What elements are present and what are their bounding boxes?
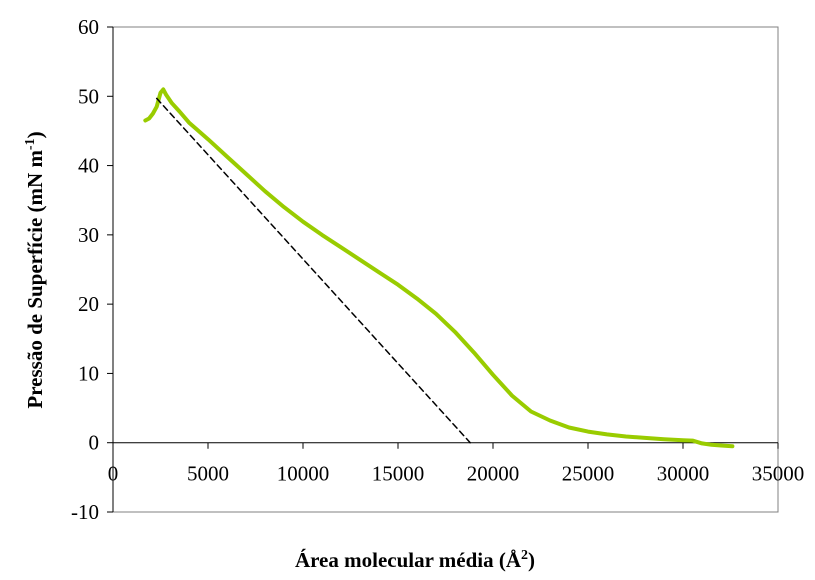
x-tick-label: 25000 <box>562 462 615 486</box>
y-tick-label: 30 <box>78 223 99 247</box>
y-tick-label: 50 <box>78 84 99 108</box>
x-tick-label: 30000 <box>657 462 710 486</box>
y-tick-label: 60 <box>78 15 99 39</box>
y-tick-label: 0 <box>89 431 100 455</box>
x-tick-label: 15000 <box>372 462 425 486</box>
y-tick-label: 40 <box>78 154 99 178</box>
y-tick-label: 10 <box>78 361 99 385</box>
x-tick-label: 10000 <box>277 462 330 486</box>
isotherm-line <box>143 87 735 449</box>
y-tick-label: 20 <box>78 292 99 316</box>
y-axis-title: Pressão de Superfície (mN m-1) <box>23 131 47 408</box>
plot-area <box>112 26 779 513</box>
x-tick-label: 5000 <box>187 462 229 486</box>
x-tick-label: 35000 <box>752 462 805 486</box>
y-tick-label: -10 <box>71 500 99 524</box>
x-axis-title: Área molecular média (Å2) <box>295 548 535 572</box>
extrapolation-line <box>155 97 471 444</box>
x-tick-label: 20000 <box>467 462 520 486</box>
series-layer <box>143 87 735 449</box>
x-axis: 0 5000 10000 15000 20000 25000 30000 35000 <box>108 27 805 512</box>
y-axis: -10 0 10 20 30 40 50 60 <box>71 15 113 524</box>
